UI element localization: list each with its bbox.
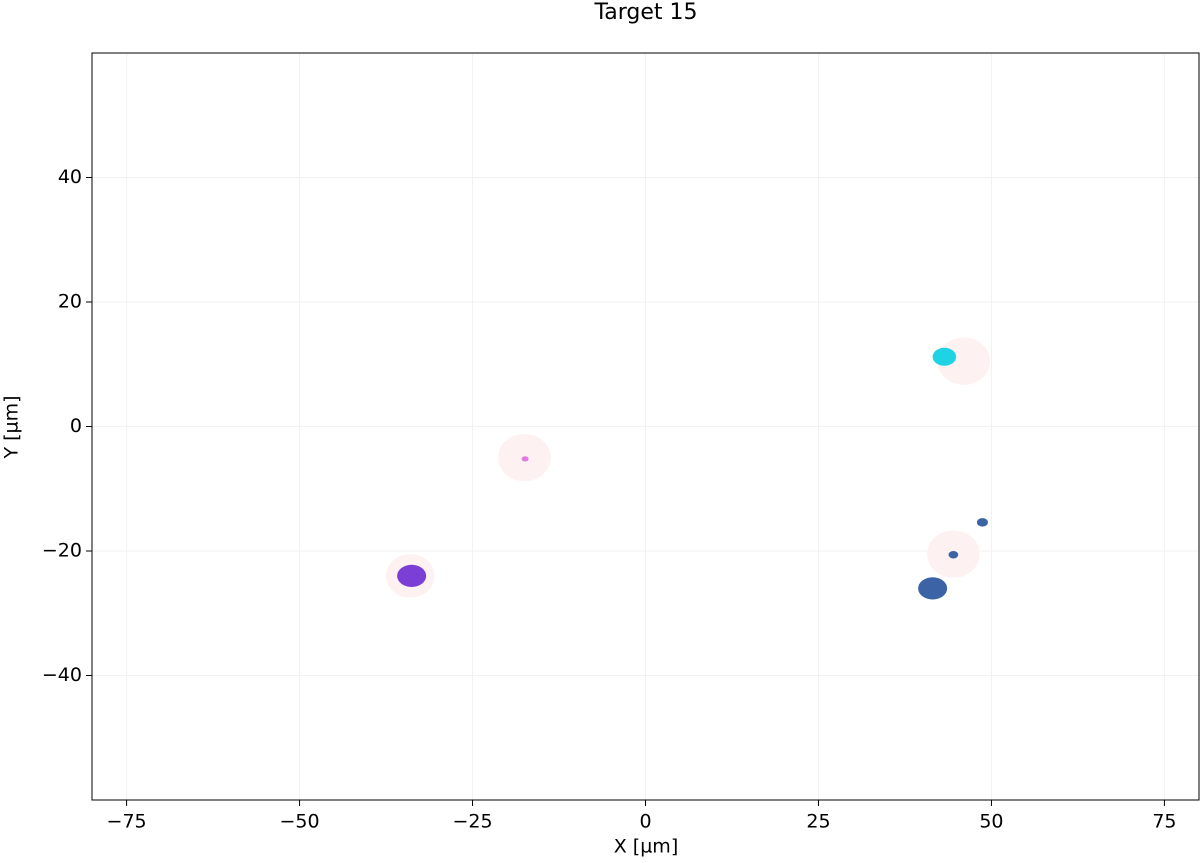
region: [521, 456, 529, 462]
x-tick-label: 50: [979, 811, 1003, 833]
x-tick-label: −75: [107, 811, 147, 833]
x-tick-label: −50: [280, 811, 320, 833]
x-tick-label: 75: [1152, 811, 1176, 833]
region: [932, 347, 957, 366]
y-axis-label: Y [µm]: [1, 395, 23, 459]
x-tick-label: 0: [639, 811, 651, 833]
region: [918, 577, 948, 600]
y-tick-label: 40: [58, 166, 82, 188]
x-tick-label: 25: [806, 811, 830, 833]
x-axis-label: X [µm]: [614, 836, 678, 858]
chart-title: Target 15: [593, 0, 697, 25]
y-tick-label: 0: [70, 415, 82, 437]
y-tick-label: 20: [58, 291, 82, 313]
x-tick-label: −25: [452, 811, 492, 833]
region: [976, 518, 988, 527]
region: [948, 551, 959, 559]
plot-frame: [91, 52, 1200, 801]
y-tick-label: −20: [42, 540, 82, 562]
y-tick-label: −40: [42, 664, 82, 686]
region: [397, 564, 427, 588]
